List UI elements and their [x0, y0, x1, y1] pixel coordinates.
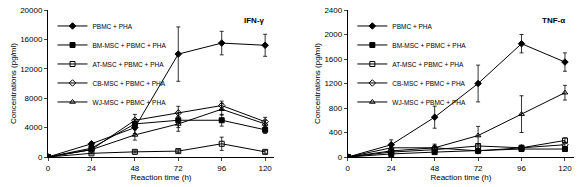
svg-text:TNF-α: TNF-α: [542, 16, 565, 25]
svg-text:20000: 20000: [20, 6, 43, 15]
svg-text:48: 48: [130, 164, 139, 173]
svg-text:96: 96: [517, 164, 526, 173]
svg-text:0: 0: [338, 153, 343, 162]
svg-text:120: 120: [558, 164, 572, 173]
svg-text:PBMC + PHA: PBMC + PHA: [93, 23, 133, 30]
svg-text:16000: 16000: [20, 35, 43, 44]
svg-text:4000: 4000: [25, 123, 43, 132]
svg-text:CB-MSC + PBMC + PHA: CB-MSC + PBMC + PHA: [392, 80, 465, 87]
svg-text:0: 0: [38, 153, 43, 162]
svg-text:2000: 2000: [324, 30, 342, 39]
svg-text:400: 400: [329, 128, 343, 137]
svg-text:BM-MSC + PBMC + PHA: BM-MSC + PBMC + PHA: [392, 42, 466, 49]
svg-text:PBMC + PHA: PBMC + PHA: [392, 23, 432, 30]
svg-text:0: 0: [46, 164, 51, 173]
svg-text:IFN-γ: IFN-γ: [244, 16, 265, 25]
svg-text:Reaction time (h): Reaction time (h): [430, 173, 491, 182]
svg-text:Concentrations (pg/ml): Concentrations (pg/ml): [313, 43, 322, 124]
svg-text:BM-MSC + PBMC + PHA: BM-MSC + PBMC + PHA: [93, 42, 167, 49]
svg-text:WJ-MSC + PBMC + PHA: WJ-MSC + PBMC + PHA: [93, 99, 167, 106]
svg-text:8000: 8000: [25, 94, 43, 103]
svg-text:Concentrations (pg/ml): Concentrations (pg/ml): [9, 43, 18, 124]
svg-text:1600: 1600: [324, 55, 342, 64]
svg-text:2400: 2400: [324, 6, 342, 15]
svg-text:72: 72: [174, 164, 183, 173]
svg-text:48: 48: [430, 164, 439, 173]
svg-text:24: 24: [387, 164, 396, 173]
svg-text:72: 72: [474, 164, 483, 173]
svg-text:24: 24: [87, 164, 96, 173]
svg-text:96: 96: [217, 164, 226, 173]
svg-text:CB-MSC + PBMC + PHA: CB-MSC + PBMC + PHA: [93, 80, 166, 87]
svg-text:1200: 1200: [324, 79, 342, 88]
svg-text:120: 120: [258, 164, 272, 173]
svg-text:0: 0: [346, 164, 351, 173]
svg-text:AT-MSC + PBMC + PHA: AT-MSC + PBMC + PHA: [392, 61, 464, 68]
svg-text:WJ-MSC + PBMC + PHA: WJ-MSC + PBMC + PHA: [392, 99, 466, 106]
svg-text:AT-MSC + PBMC + PHA: AT-MSC + PBMC + PHA: [93, 61, 165, 68]
svg-text:Reaction time (h): Reaction time (h): [131, 173, 192, 182]
svg-text:12000: 12000: [20, 65, 43, 74]
svg-text:800: 800: [329, 104, 343, 113]
